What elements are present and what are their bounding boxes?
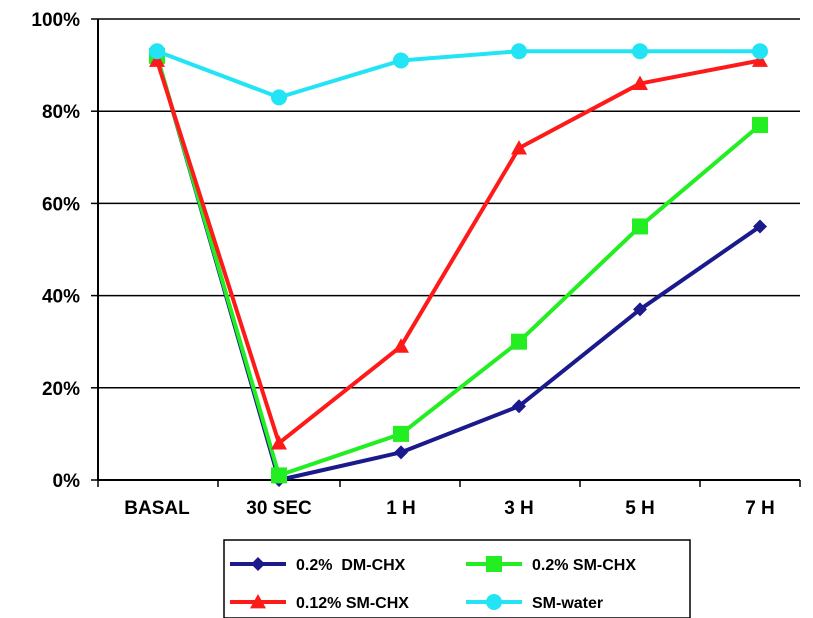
x-tick-label: BASAL [124,498,190,519]
legend-marker [486,556,502,572]
data-point [271,467,287,484]
y-tick-labels: 0% 20% 40% 60% 80% 100% [31,10,80,492]
data-point [394,445,408,460]
x-tick-label: 1 H [386,498,416,519]
x-tick-label: 3 H [504,498,534,519]
series-sm-water [149,43,768,106]
legend-label: SM-water [532,595,603,612]
data-point [633,302,647,317]
data-point [511,333,527,350]
series-0-2-sm-chx [149,47,768,484]
data-point [512,399,526,414]
x-tick-label: 30 SEC [246,498,312,519]
axes [97,19,800,481]
y-tick-label: 0% [53,471,81,492]
series-line [156,49,760,100]
series-layer [149,43,768,487]
series-0-12-sm-chx [149,52,768,450]
data-point [393,52,409,69]
data-point [752,52,768,67]
y-tick-label: 60% [42,194,80,215]
data-point [271,89,287,106]
legend-label: 0.12% SM-CHX [296,595,409,612]
legend-marker [250,594,266,609]
y-tick-label: 20% [42,379,80,400]
legend-label: 0.2% SM-CHX [532,557,636,574]
legend-entry: 0.2% DM-CHX [230,557,406,574]
data-point [149,43,165,60]
data-point [632,75,648,90]
series-line [155,55,762,478]
x-tick-label: 5 H [625,498,655,519]
series-line [155,55,762,482]
legend-label: 0.2% DM-CHX [296,557,406,574]
data-point [393,338,409,353]
legend-entry: SM-water [466,594,603,612]
data-point [752,43,768,60]
y-tick-label: 100% [31,10,80,31]
legend-entry: 0.12% SM-CHX [230,594,409,612]
x-tick-labels: BASAL 30 SEC 1 H 3 H 5 H 7 H [124,498,775,519]
data-point [632,43,648,60]
x-tick-label: 7 H [745,498,775,519]
data-point [753,219,767,234]
grid-lines [91,18,801,487]
y-tick-label: 80% [42,102,80,123]
legend-entry: 0.2% SM-CHX [466,556,636,574]
data-point [149,52,165,67]
data-point [393,425,409,442]
data-point [271,435,287,450]
legend-marker [486,594,502,610]
series-0-2-dm-chx [150,48,767,487]
legend-marker [251,557,265,571]
series-line [155,58,761,446]
legend-box [223,539,691,618]
y-tick-label: 40% [42,287,80,308]
data-point [752,117,768,134]
data-point [511,140,527,155]
legend: 0.2% DM-CHX 0.2% SM-CHX 0.12% SM-CHX SM-wat… [223,539,691,618]
data-point [511,43,527,60]
data-point [632,218,648,235]
